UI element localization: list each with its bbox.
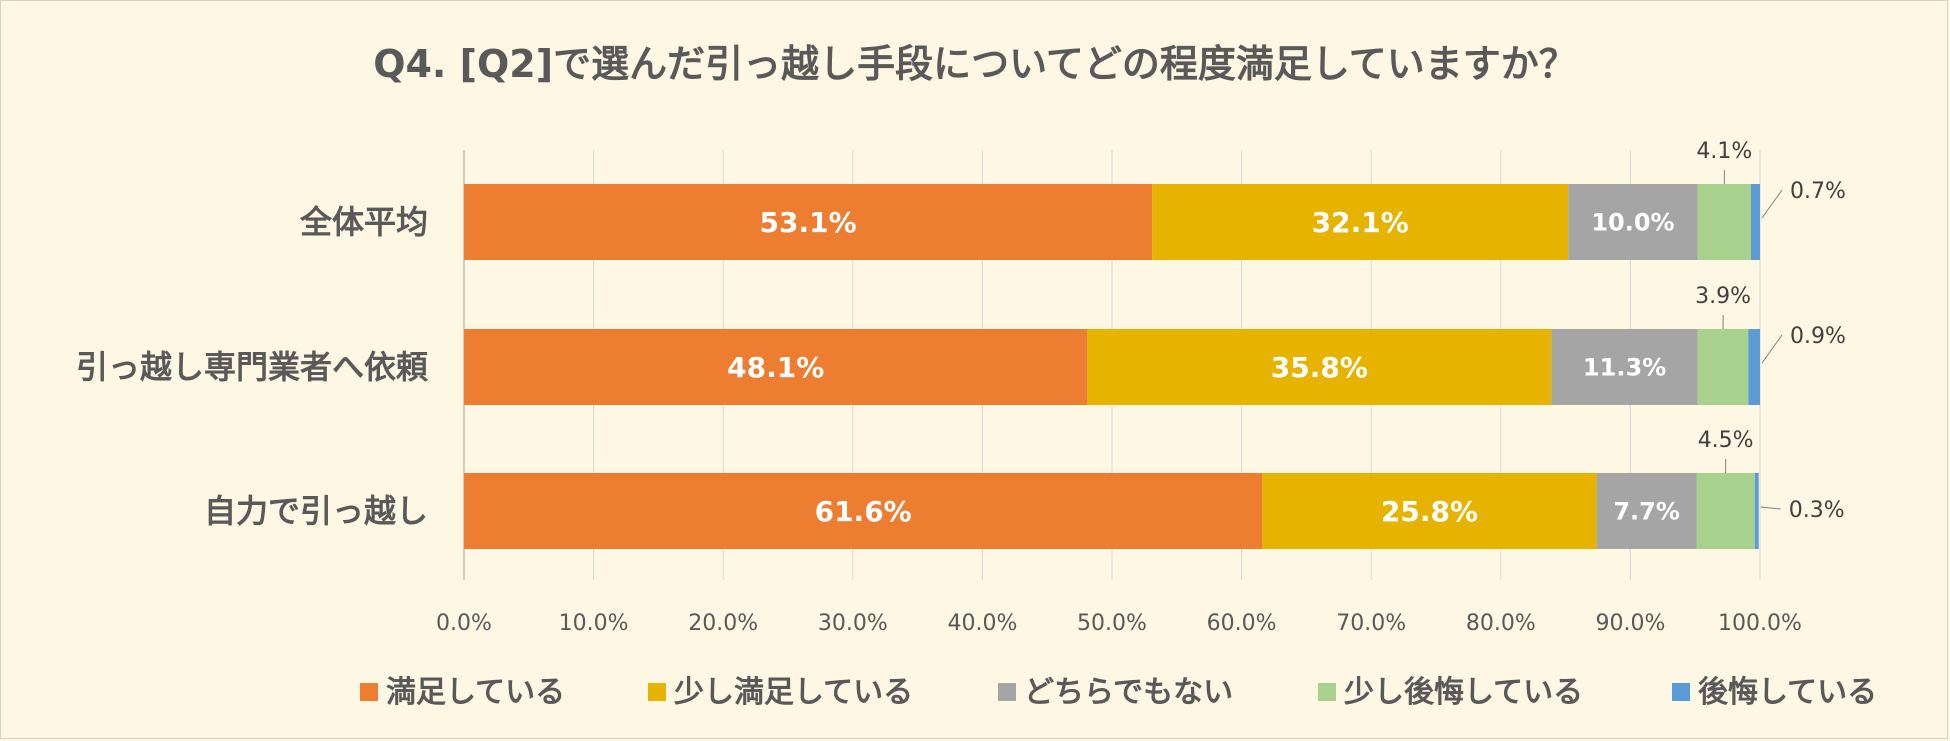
legend: 満足している 少し満足している どちらでもない 少し後悔している 後悔している xyxy=(360,675,1877,710)
data-label: 35.8% xyxy=(1271,351,1368,384)
data-label: 0.7% xyxy=(1790,179,1846,204)
x-tick-label: 10.0% xyxy=(559,611,629,636)
legend-swatch xyxy=(1318,683,1336,701)
x-tick-label: 20.0% xyxy=(688,611,758,636)
bar-segment xyxy=(1754,473,1759,549)
bar-segment xyxy=(1697,329,1749,405)
data-label: 32.1% xyxy=(1312,206,1409,239)
data-label: 4.5% xyxy=(1698,428,1754,453)
leader-line xyxy=(1761,334,1783,364)
category-label: 引っ越し専門業者へ依頼 xyxy=(76,348,429,386)
data-label: 25.8% xyxy=(1381,495,1478,528)
data-label: 0.9% xyxy=(1790,324,1846,349)
bar-segment xyxy=(1087,329,1552,405)
legend-label: 満足している xyxy=(386,675,565,710)
legend-swatch xyxy=(1672,683,1690,701)
x-tick-label: 90.0% xyxy=(1595,611,1665,636)
data-label: 0.3% xyxy=(1789,498,1845,523)
data-label: 4.1% xyxy=(1696,139,1752,164)
legend-swatch xyxy=(998,683,1016,701)
legend-label: 少し満足している xyxy=(674,675,913,710)
x-tick-label: 40.0% xyxy=(947,611,1017,636)
x-axis-ticks: 0.0% 10.0% 20.0% 30.0% 40.0% 50.0% 60.0% 70.0% 8… xyxy=(436,611,1802,636)
x-tick-label: 100.0% xyxy=(1718,611,1802,636)
chart-title: Q4. [Q2]で選んだ引っ越し手段についてどの程度満足していますか？ xyxy=(373,42,1577,86)
bar-segment xyxy=(1696,473,1755,549)
leader-line xyxy=(1760,506,1781,510)
x-tick-label: 0.0% xyxy=(436,611,492,636)
x-tick-label: 70.0% xyxy=(1336,611,1406,636)
x-tick-label: 60.0% xyxy=(1207,611,1277,636)
bars xyxy=(464,184,1760,549)
x-tick-label: 50.0% xyxy=(1077,611,1147,636)
bar-segment xyxy=(1568,184,1698,260)
data-label: 48.1% xyxy=(727,351,824,384)
x-tick-label: 30.0% xyxy=(818,611,888,636)
data-label: 61.6% xyxy=(815,495,912,528)
legend-swatch xyxy=(360,683,378,701)
data-label: 53.1% xyxy=(760,206,857,239)
data-label: 7.7% xyxy=(1613,498,1680,526)
x-tick-label: 80.0% xyxy=(1466,611,1536,636)
category-label: 自力で引っ越し xyxy=(204,492,428,530)
data-label: 10.0% xyxy=(1591,209,1674,237)
bar-segment xyxy=(464,329,1088,405)
bar-segment xyxy=(1152,184,1569,260)
bar-segment xyxy=(464,473,1263,549)
bar-segment xyxy=(1750,184,1760,260)
legend-label: 後悔している xyxy=(1698,675,1877,710)
legend-label: 少し後悔している xyxy=(1344,675,1583,710)
bar-segment xyxy=(1262,473,1597,549)
bar-segment xyxy=(1551,329,1698,405)
legend-label: どちらでもない xyxy=(1024,675,1233,710)
data-label: 11.3% xyxy=(1583,354,1666,382)
legend-swatch xyxy=(648,683,666,701)
category-label: 全体平均 xyxy=(299,203,428,241)
bar-segment xyxy=(464,184,1153,260)
data-label: 3.9% xyxy=(1695,284,1751,309)
bar-segment xyxy=(1697,184,1751,260)
bar-segment xyxy=(1596,473,1697,549)
bar-segment xyxy=(1748,329,1760,405)
leader-line xyxy=(1761,189,1783,219)
data-labels: 53.1% 32.1% 10.0% 4.1% 0.7% 48.1% 35.8% 11.3% 3.… xyxy=(727,139,1846,528)
